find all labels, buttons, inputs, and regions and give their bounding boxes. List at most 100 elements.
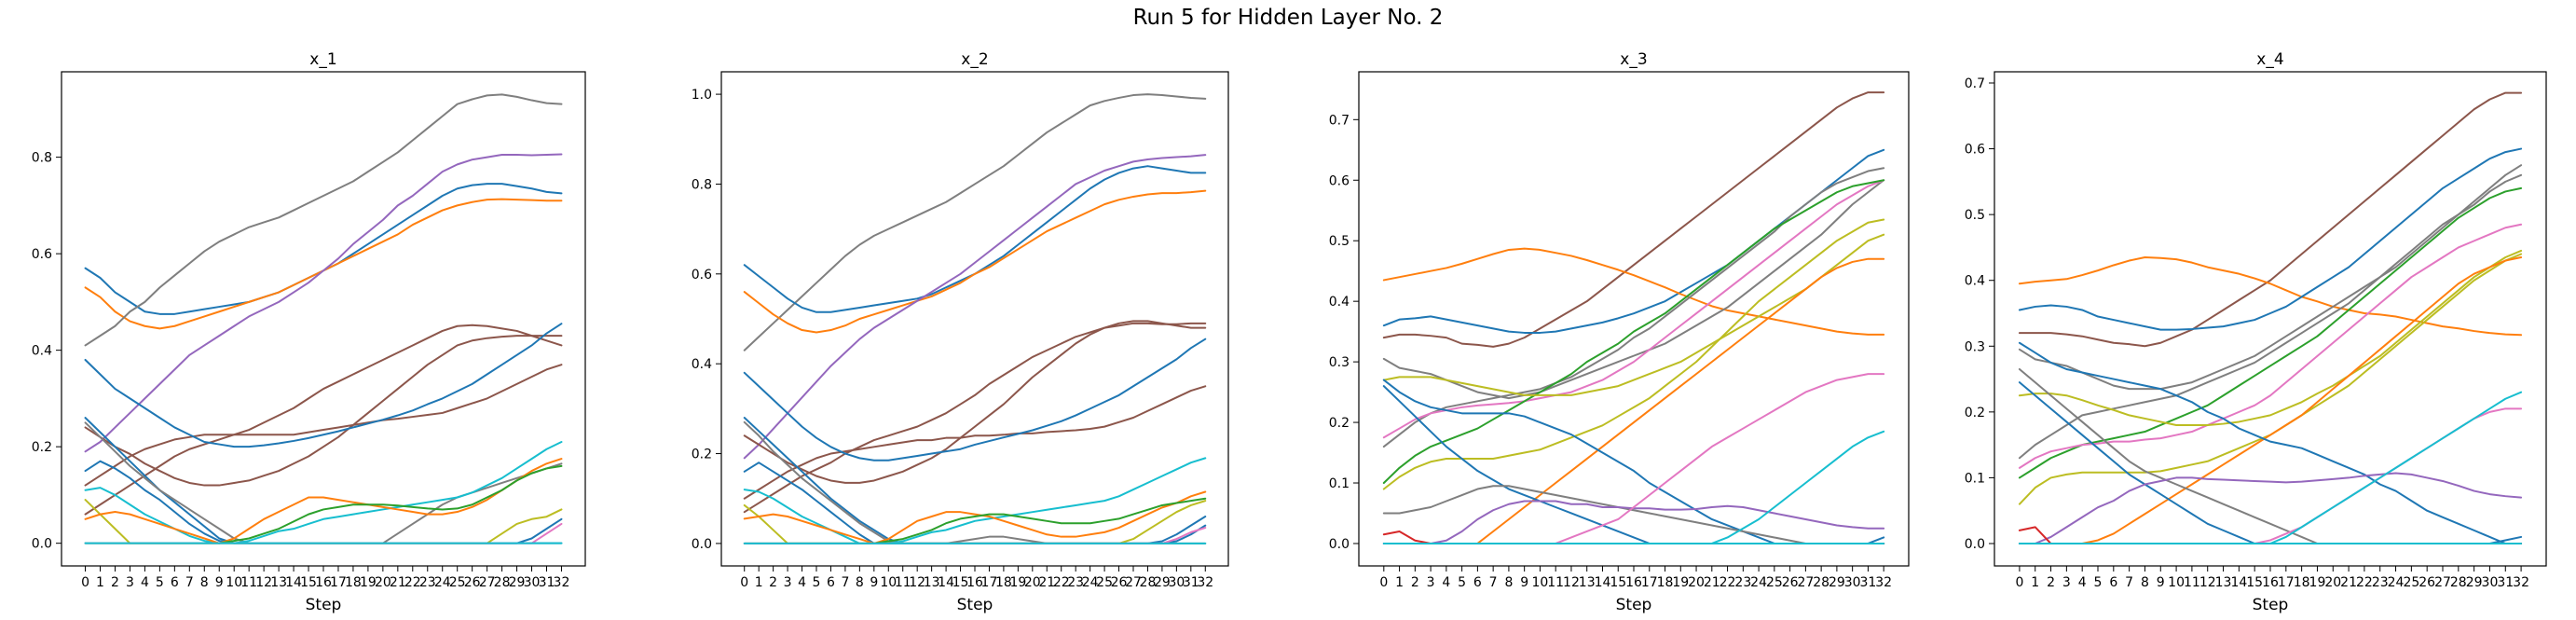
x-tick-label: 18	[1657, 575, 1674, 590]
x-tick-label: 3	[784, 575, 792, 590]
x-tick-label: 19	[1009, 575, 1026, 590]
x-tick-label: 19	[1672, 575, 1689, 590]
x-tick-label: 11	[2184, 575, 2200, 590]
series-line-3	[1382, 247, 1885, 336]
y-tick-label: 0.2	[692, 448, 712, 462]
x-tick-label: 30	[1844, 575, 1861, 590]
x-tick-label: 4	[1442, 575, 1450, 590]
x-tick-label: 8	[200, 575, 209, 590]
series-line-1	[1382, 91, 1885, 348]
y-tick-label: 0.2	[1329, 416, 1350, 431]
plot-area	[743, 93, 1207, 544]
subplot-title: x_1	[309, 50, 336, 69]
x-tick-label: 12	[255, 575, 272, 590]
x-tick-label: 5	[2094, 575, 2103, 590]
x-tick-label: 10	[226, 575, 242, 590]
x-tick-label: 7	[2125, 575, 2133, 590]
x-tick-label: 6	[171, 575, 179, 590]
x-axis-label: Step	[957, 596, 993, 614]
x-tick-label: 14	[285, 575, 302, 590]
series-line-3	[84, 93, 563, 347]
x-tick-label: 11	[895, 575, 911, 590]
x-tick-label: 31	[1860, 575, 1877, 590]
x-tick-label: 29	[1829, 575, 1845, 590]
y-tick-label: 0.4	[1965, 274, 1985, 289]
x-tick-label: 11	[240, 575, 257, 590]
plot-area	[84, 93, 563, 544]
x-tick-label: 18	[995, 575, 1012, 590]
x-tick-label: 15	[300, 575, 317, 590]
x-tick-label: 25	[449, 575, 466, 590]
y-tick-label: 0.0	[692, 537, 712, 552]
series-line-8	[2018, 249, 2523, 426]
series-line-4	[2018, 164, 2523, 391]
x-tick-label: 25	[1096, 575, 1113, 590]
y-tick-label: 0.5	[1965, 208, 1985, 223]
x-tick-label: 21	[2340, 575, 2357, 590]
x-tick-label: 32	[1875, 575, 1892, 590]
series-line-14	[743, 490, 1207, 544]
subplot-title: x_2	[961, 50, 988, 69]
series-line-7	[2018, 223, 2523, 469]
x-tick-label: 0	[1379, 575, 1388, 590]
series-line-14	[2018, 472, 2523, 545]
x-tick-label: 0	[740, 575, 748, 590]
series-line-14	[1382, 500, 1885, 544]
x-tick-label: 19	[2309, 575, 2326, 590]
x-tick-label: 1	[1395, 575, 1404, 590]
subplot-title: x_4	[2256, 50, 2283, 69]
x-tick-label: 17	[1641, 575, 1658, 590]
y-tick-label: 0.8	[32, 151, 52, 166]
x-tick-label: 30	[524, 575, 541, 590]
x-axis-label: Step	[2253, 596, 2289, 614]
x-tick-label: 12	[2199, 575, 2216, 590]
series-line-5	[743, 320, 1207, 484]
x-tick-label: 3	[1427, 575, 1435, 590]
x-tick-label: 24	[1082, 575, 1099, 590]
series-line-4	[84, 153, 563, 453]
x-tick-label: 13	[270, 575, 287, 590]
x-tick-label: 27	[1125, 575, 1142, 590]
x-tick-label: 9	[215, 575, 224, 590]
series-line-4	[1382, 179, 1885, 400]
x-tick-label: 26	[1782, 575, 1799, 590]
x-tick-label: 29	[2466, 575, 2483, 590]
series-line-7	[1382, 179, 1885, 485]
y-tick-label: 0.6	[32, 247, 52, 262]
x-tick-label: 26	[464, 575, 481, 590]
x-tick-label: 32	[2513, 575, 2529, 590]
x-axis-label: Step	[1616, 596, 1652, 614]
x-tick-label: 13	[924, 575, 940, 590]
x-tick-label: 20	[1024, 575, 1041, 590]
x-tick-label: 5	[813, 575, 821, 590]
x-tick-label: 2	[769, 575, 777, 590]
x-tick-label: 22	[1720, 575, 1736, 590]
y-tick-label: 0.0	[1329, 537, 1350, 552]
x-tick-label: 20	[2324, 575, 2341, 590]
x-tick-label: 32	[554, 575, 570, 590]
x-tick-label: 32	[1197, 575, 1213, 590]
x-tick-label: 5	[1458, 575, 1466, 590]
series-line-6	[743, 385, 1207, 500]
x-tick-label: 21	[1704, 575, 1720, 590]
x-tick-label: 20	[1688, 575, 1705, 590]
x-tick-label: 1	[2031, 575, 2039, 590]
y-tick-label: 0.3	[1965, 339, 1985, 354]
series-line-6	[1382, 179, 1885, 439]
x-tick-label: 8	[1504, 575, 1513, 590]
series-line-12	[84, 440, 563, 544]
plot-area	[2018, 91, 2523, 545]
x-tick-label: 28	[1140, 575, 1157, 590]
x-tick-label: 15	[1610, 575, 1626, 590]
y-tick-label: 0.7	[1965, 76, 1985, 91]
x-tick-label: 21	[1038, 575, 1055, 590]
series-line-3	[2018, 147, 2523, 331]
x-tick-label: 1	[755, 575, 763, 590]
x-tick-label: 31	[539, 575, 555, 590]
x-tick-label: 2	[111, 575, 119, 590]
series-line-13	[1382, 485, 1885, 544]
x-tick-label: 16	[966, 575, 983, 590]
y-tick-label: 0.4	[32, 344, 52, 359]
x-tick-label: 16	[1625, 575, 1642, 590]
